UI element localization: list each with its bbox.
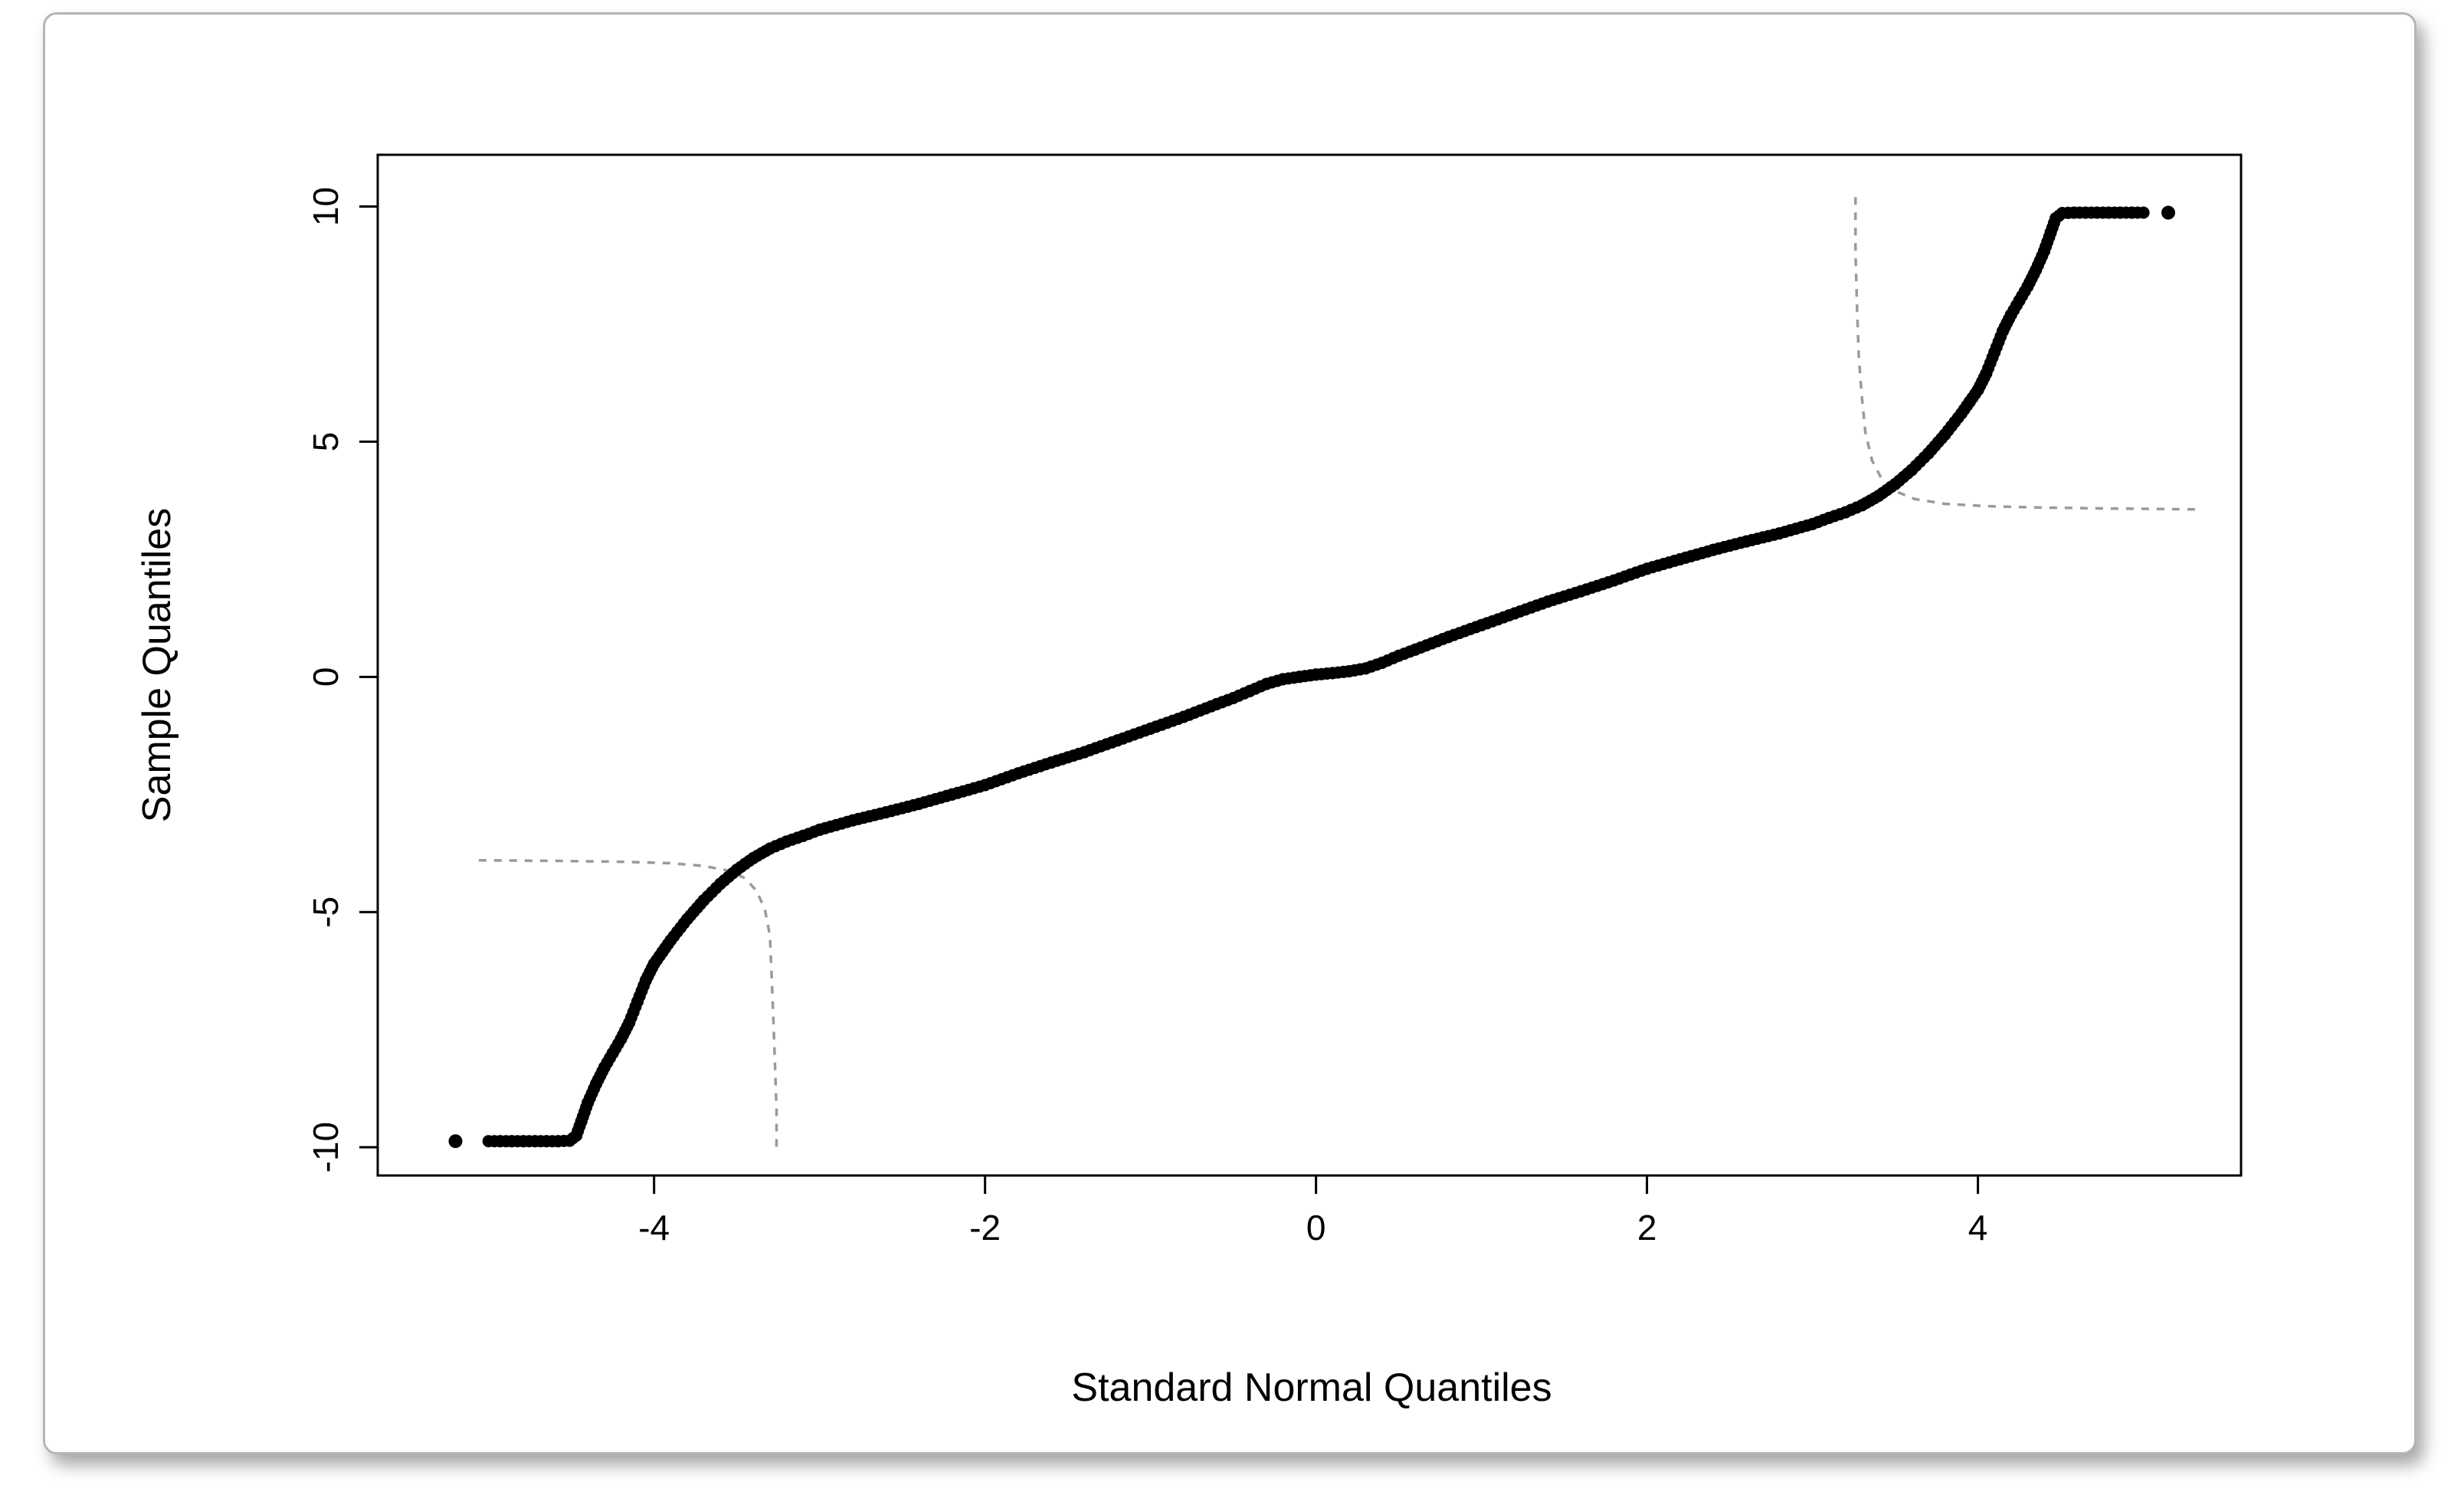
x-tick-label: 2 bbox=[1637, 1208, 1657, 1248]
y-tick-label: -10 bbox=[306, 1122, 346, 1172]
y-tick-label: 10 bbox=[306, 187, 346, 226]
y-tick-label: 0 bbox=[306, 667, 346, 687]
data-point bbox=[448, 1134, 463, 1149]
x-tick-label: 4 bbox=[1968, 1208, 1988, 1248]
x-tick-label: -2 bbox=[969, 1208, 1001, 1248]
qq-plot-card bbox=[43, 12, 2416, 1454]
upper-right-dashed-bound bbox=[1854, 197, 2202, 511]
data-point bbox=[2161, 205, 2175, 220]
y-tick-label: 5 bbox=[306, 432, 346, 452]
x-tick-label: -4 bbox=[638, 1208, 670, 1248]
data-point bbox=[2137, 206, 2150, 219]
y-axis-title: Sample Quantiles bbox=[135, 508, 179, 822]
chart-layer: -4 -2 0 2 4 -10 -5 0 5 10 bbox=[306, 153, 2243, 1248]
x-axis-title: Standard Normal Quantiles bbox=[1071, 1366, 1551, 1410]
y-tick-label: -5 bbox=[306, 897, 346, 928]
plot-frame bbox=[376, 153, 2243, 1177]
lower-left-dashed-bound bbox=[478, 858, 778, 1153]
qq-points bbox=[448, 205, 2175, 1149]
x-tick-label: 0 bbox=[1306, 1208, 1326, 1248]
